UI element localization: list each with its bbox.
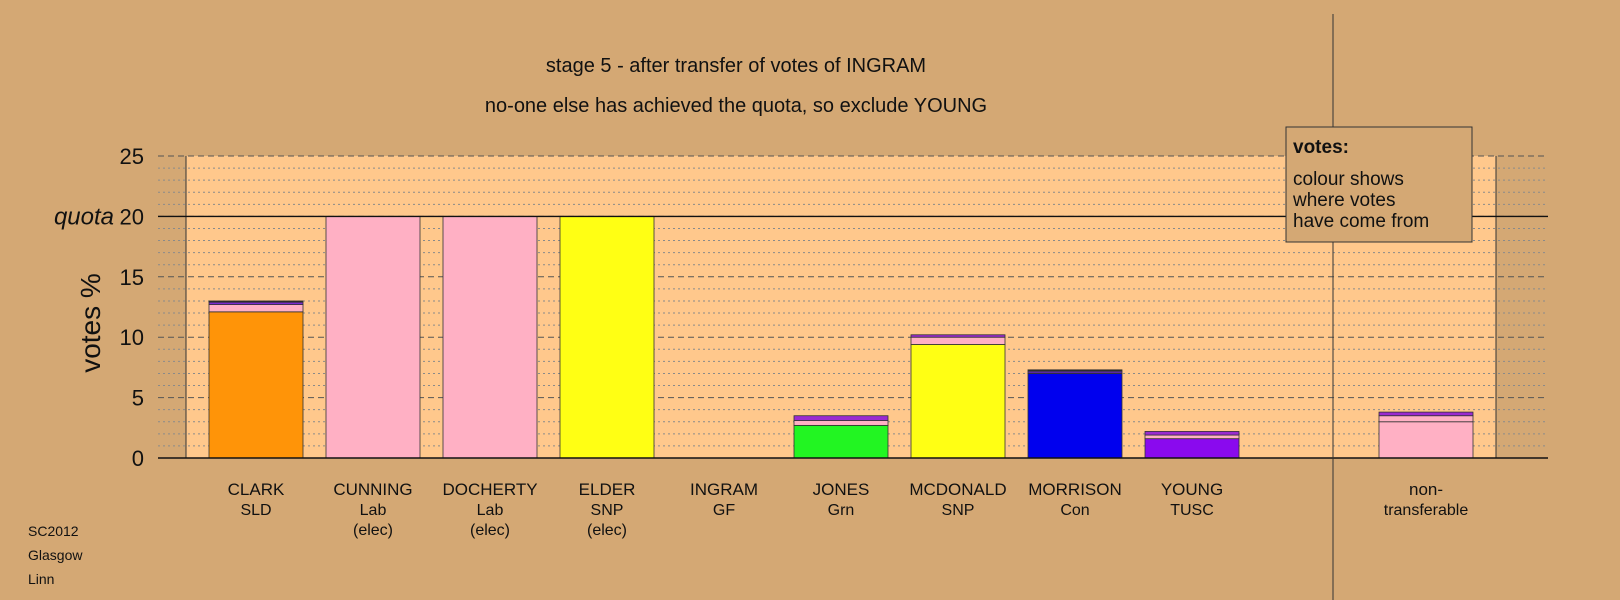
y-tick-label: 25 (120, 144, 144, 169)
x-tick-label: JONES (813, 480, 870, 499)
x-tick-label: transferable (1384, 502, 1469, 519)
bar-segment (559, 215, 655, 459)
x-tick-label: non- (1409, 480, 1443, 499)
legend-title: votes: (1293, 137, 1349, 158)
bar-segment (1144, 438, 1240, 459)
y-tick-label: 10 (120, 325, 144, 350)
x-tick-label: Con (1060, 502, 1089, 519)
bar-segment (1027, 369, 1123, 372)
legend-line-1: colour shows (1293, 169, 1404, 190)
bar-segment (208, 300, 304, 303)
x-tick-label: SLD (240, 502, 271, 519)
x-tick-label: Lab (360, 502, 387, 519)
footer-line-1: SC2012 (28, 523, 79, 539)
bar-segment (1027, 373, 1123, 459)
y-tick-label: 15 (120, 265, 144, 290)
bar-segment (793, 424, 889, 459)
x-tick-label: ELDER (579, 480, 636, 499)
bar-segment (793, 415, 889, 421)
x-tick-label: Grn (828, 502, 855, 519)
bar-segment (910, 336, 1006, 345)
x-tick-label: YOUNG (1161, 480, 1223, 499)
bar-segment (910, 344, 1006, 459)
x-tick-label: SNP (942, 502, 975, 519)
x-tick-label: Lab (477, 502, 504, 519)
footer-line-3: Linn (28, 571, 54, 587)
bar-segment (208, 304, 304, 313)
x-tick-label: (elec) (353, 522, 393, 539)
bar-segment (1378, 421, 1474, 459)
x-tick-label: MORRISON (1028, 480, 1122, 499)
y-axis: 0 5 10 15 20 25 (120, 144, 144, 471)
bar-segment (442, 215, 538, 459)
chart-subtitle: no-one else has achieved the quota, so e… (485, 95, 987, 117)
bar-segment (325, 215, 421, 459)
quota-label: quota (54, 203, 114, 230)
legend: votes: colour shows where votes have com… (1285, 126, 1473, 243)
bar-segment (1144, 434, 1240, 440)
legend-line-3: have come from (1293, 211, 1429, 232)
bar-segment (1378, 415, 1474, 423)
x-tick-label: TUSC (1170, 502, 1214, 519)
bar-segment (1144, 431, 1240, 436)
x-tick-label: DOCHERTY (442, 480, 537, 499)
y-tick-label: 0 (132, 446, 144, 471)
bar-segment (208, 311, 304, 459)
x-tick-label: MCDONALD (909, 480, 1006, 499)
bar-segment (793, 420, 889, 426)
footer-line-2: Glasgow (28, 547, 83, 563)
x-tick-label: INGRAM (690, 480, 758, 499)
x-tick-label: (elec) (470, 522, 510, 539)
legend-box (1285, 126, 1473, 243)
x-tick-label: SNP (591, 502, 624, 519)
chart-title: stage 5 - after transfer of votes of ING… (546, 55, 926, 77)
legend-line-2: where votes (1292, 190, 1395, 211)
x-tick-label: CLARK (228, 480, 285, 499)
x-axis-labels: CLARK SLD CUNNING Lab (elec) DOCHERTY Lab (elec… (228, 480, 1469, 539)
x-tick-label: (elec) (587, 522, 627, 539)
y-axis-label: votes % (75, 273, 106, 373)
y-tick-label: 5 (132, 386, 144, 411)
bars (208, 215, 1474, 459)
bar-segment (1378, 411, 1474, 417)
x-tick-label: GF (713, 502, 735, 519)
x-tick-label: CUNNING (333, 480, 412, 499)
y-tick-label: 20 (120, 204, 144, 229)
bar-segment (910, 334, 1006, 338)
